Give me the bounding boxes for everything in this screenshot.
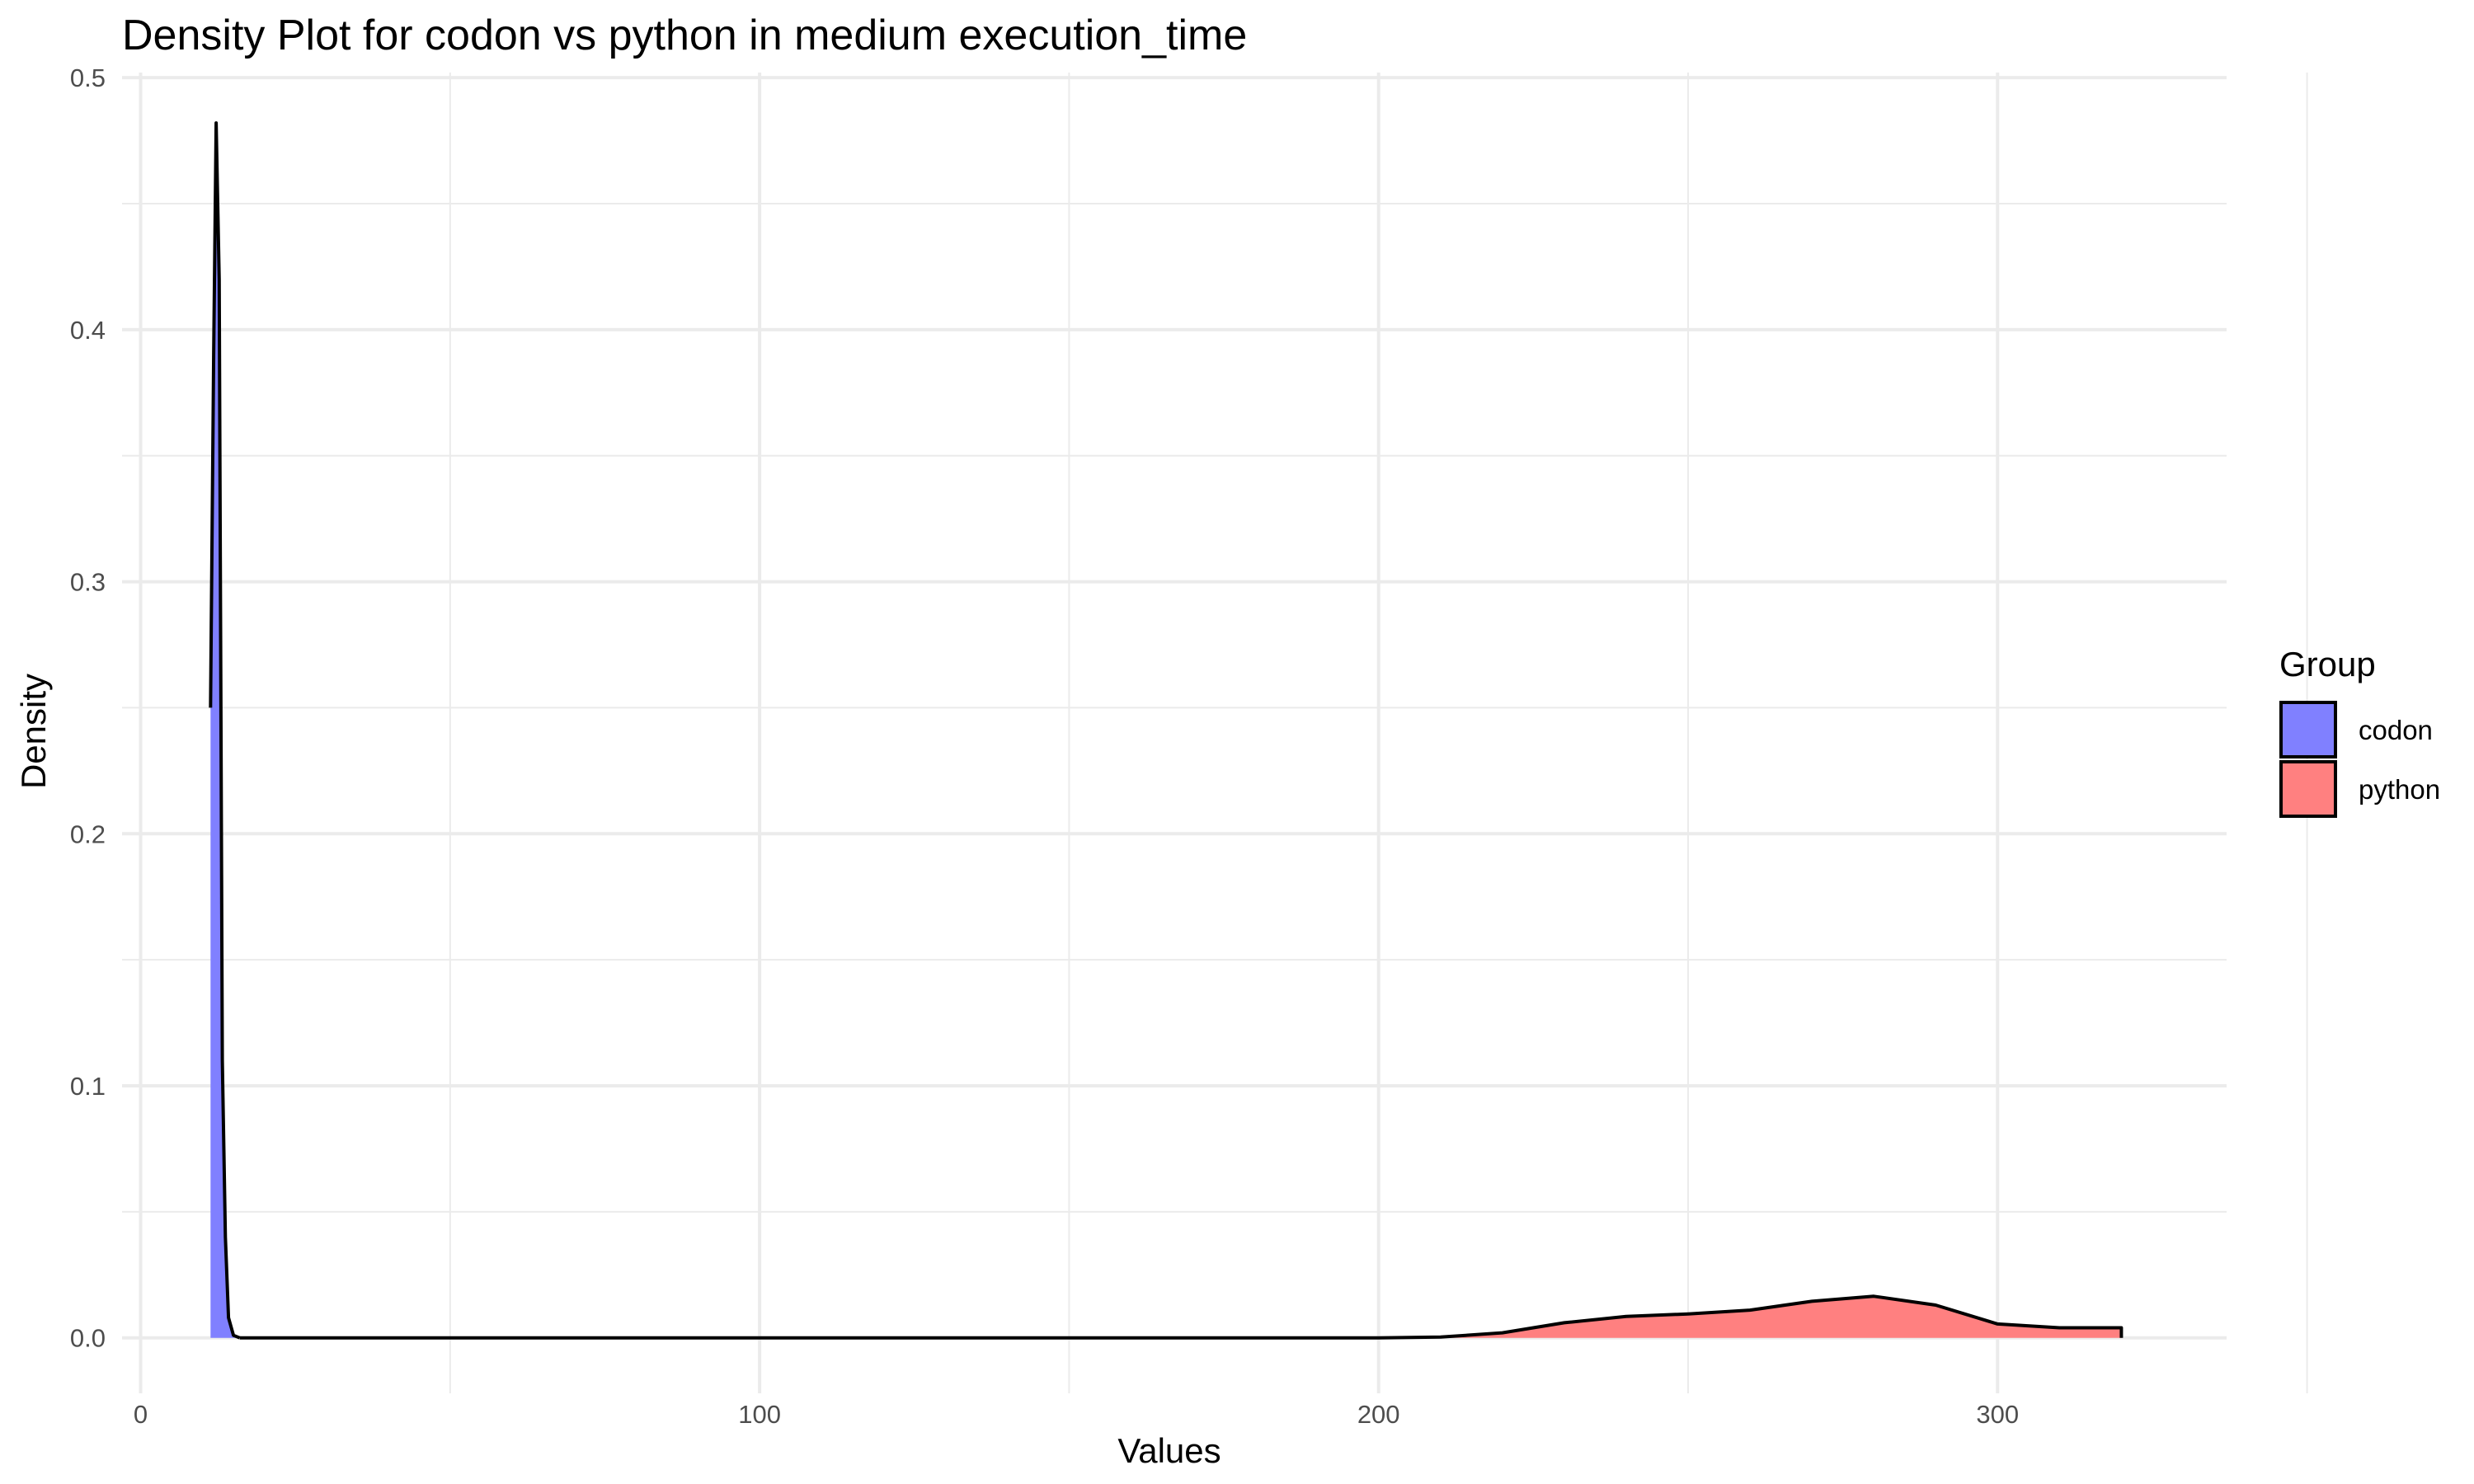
y-tick-label: 0.0: [70, 1324, 106, 1353]
codon-density-area: [210, 123, 240, 1338]
python-density-line: [239, 1294, 2124, 1340]
y-tick-label: 0.4: [70, 316, 106, 345]
y-tick-label: 0.1: [70, 1072, 106, 1101]
legend-title: Group: [2279, 645, 2376, 683]
codon-density-line: [209, 121, 241, 1340]
grid: [122, 73, 2308, 1393]
python-density-area: [239, 1296, 2122, 1338]
axis-ticks: 0 100 200 300 0.0 0.1 0.2 0.3 0.4 0.5: [70, 63, 2019, 1429]
x-axis-title: Values: [1117, 1431, 1221, 1470]
legend-label-python: python: [2359, 774, 2440, 805]
legend-label-codon: codon: [2359, 715, 2433, 745]
density-series: [209, 121, 2124, 1340]
y-axis-title: Density: [14, 674, 53, 789]
x-tick-label: 100: [738, 1400, 781, 1429]
x-tick-label: 200: [1357, 1400, 1400, 1429]
y-tick-label: 0.2: [70, 819, 106, 848]
y-tick-label: 0.3: [70, 568, 106, 597]
y-tick-label: 0.5: [70, 63, 106, 92]
legend: Group codon python: [2279, 645, 2440, 818]
legend-swatch-python: [2279, 760, 2337, 818]
x-tick-label: 300: [1976, 1400, 2019, 1429]
legend-swatch-codon: [2279, 701, 2337, 758]
x-tick-label: 0: [134, 1400, 148, 1429]
chart-title: Density Plot for codon vs python in medi…: [122, 12, 1247, 59]
